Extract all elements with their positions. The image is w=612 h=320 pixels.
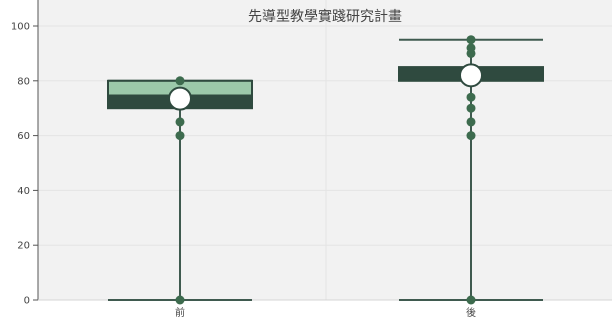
y-tick-labels: 0 20 40 60 80 100	[11, 22, 38, 307]
chart-title: 先導型教學實踐研究計畫	[248, 8, 402, 25]
y-tick-label-100: 100	[11, 22, 30, 33]
box-group-前	[107, 76, 253, 305]
y-tick-label-80: 80	[17, 76, 30, 87]
y-tick-label-60: 60	[17, 131, 30, 142]
x-tick-label-前: 前	[175, 306, 185, 319]
data-point	[466, 35, 476, 45]
data-point	[175, 131, 185, 141]
box-series	[107, 35, 544, 305]
data-point	[466, 295, 476, 305]
data-point	[175, 117, 185, 127]
data-point	[175, 295, 185, 305]
x-tick-label-後: 後	[466, 306, 476, 319]
y-tick-label-0: 0	[24, 296, 30, 307]
data-point	[466, 103, 476, 113]
box-group-後	[398, 35, 544, 305]
y-tick-label-20: 20	[17, 241, 30, 252]
data-point	[466, 131, 476, 141]
y-tick-label-40: 40	[17, 186, 30, 197]
mean-marker	[168, 86, 192, 111]
data-point	[466, 117, 476, 127]
x-tick-labels: 前後	[175, 306, 476, 319]
data-point	[175, 76, 185, 86]
data-point	[466, 43, 476, 53]
plot-background	[38, 0, 612, 300]
data-point	[466, 92, 476, 102]
mean-marker	[459, 63, 483, 88]
